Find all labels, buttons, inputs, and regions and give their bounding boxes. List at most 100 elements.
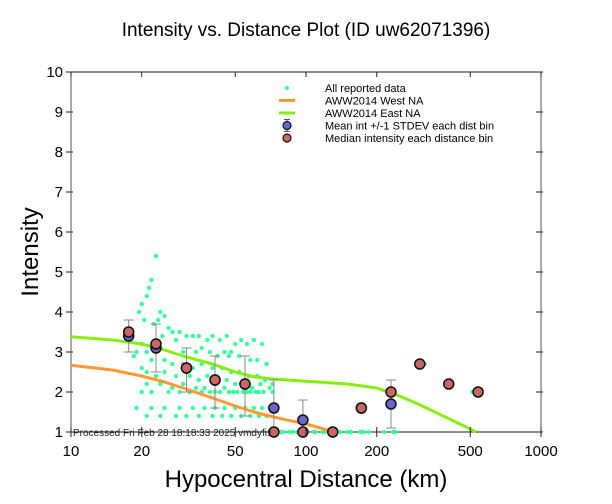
data-point: [158, 381, 163, 387]
data-point: [149, 389, 154, 395]
data-point: [210, 365, 215, 371]
data-point: [311, 429, 317, 435]
data-point: [217, 337, 223, 343]
data-point: [139, 301, 144, 307]
legend-item: Mean int +/-1 STDEV each dist bin: [282, 119, 494, 133]
data-point: [391, 429, 396, 435]
data-point: [162, 405, 167, 411]
data-point: [259, 405, 265, 411]
data-point: [207, 389, 213, 395]
legend-label: All reported data: [325, 83, 407, 95]
data-point: [261, 389, 266, 395]
data-point: [290, 429, 296, 435]
data-point: [381, 429, 387, 435]
data-point: [144, 349, 149, 355]
data-point: [144, 293, 149, 299]
data-point: [173, 413, 179, 419]
data-point: [244, 389, 250, 395]
data-point: [180, 381, 186, 387]
data-point: [144, 413, 149, 419]
data-point: [249, 385, 255, 391]
data-point: [255, 357, 260, 363]
processed-timestamp: Processed Fri Feb 28 18:18:33 2025 vmdyf…: [73, 428, 273, 439]
data-point: [158, 413, 163, 419]
data-point: [177, 329, 182, 335]
data-point: [139, 389, 144, 395]
data-point: [267, 385, 272, 391]
median-point: [239, 378, 251, 390]
west-na-curve: [70, 363, 337, 434]
x-tick-label: 50: [227, 443, 244, 460]
data-point: [149, 357, 154, 363]
data-point: [345, 429, 350, 435]
median-point: [180, 362, 193, 374]
y-axis: 1 2 3 4 5 6 7 8 9 10: [46, 64, 543, 441]
data-point: [170, 329, 175, 335]
data-point: [170, 361, 175, 367]
data-point: [233, 341, 238, 347]
median-point: [355, 402, 368, 414]
data-point: [202, 385, 207, 391]
data-point: [224, 333, 229, 339]
median-point: [443, 378, 455, 390]
data-point: [287, 429, 292, 435]
mean-point: [268, 402, 280, 414]
data-point: [131, 353, 136, 359]
data-point: [251, 405, 257, 411]
data-point: [222, 349, 227, 355]
data-point: [193, 385, 199, 391]
data-point: [196, 377, 202, 383]
data-point: [136, 309, 142, 315]
median-point: [268, 426, 280, 438]
data-point: [173, 337, 179, 343]
y-tick-label: 7: [55, 184, 63, 201]
chart-title: Intensity vs. Distance Plot (ID uw620713…: [122, 20, 491, 41]
data-point: [160, 333, 165, 339]
legend-item: AWW2014 East NA: [279, 108, 421, 120]
data-point: [144, 369, 149, 375]
data-point: [244, 341, 250, 347]
x-tick-label: 10: [63, 443, 80, 460]
data-point: [224, 377, 229, 383]
data-point: [248, 357, 253, 363]
legend-dot-icon: [285, 86, 289, 90]
data-point: [142, 317, 147, 323]
data-point: [144, 381, 149, 387]
data-point: [338, 429, 343, 435]
median-point: [385, 386, 397, 398]
data-point: [251, 337, 257, 343]
data-point: [348, 429, 353, 435]
y-tick-label: 8: [55, 144, 63, 161]
data-point: [256, 389, 262, 395]
data-point: [228, 413, 234, 419]
data-point: [258, 381, 263, 387]
data-point: [205, 373, 210, 379]
median-point: [327, 426, 339, 438]
data-point: [207, 349, 213, 355]
data-point: [220, 413, 225, 419]
data-point: [253, 389, 258, 395]
data-point: [217, 389, 223, 395]
data-point: [196, 333, 202, 339]
median-point: [122, 326, 135, 338]
data-point: [366, 429, 371, 435]
median-point: [209, 374, 221, 386]
data-point: [190, 333, 196, 339]
legend-item: Median intensity each distance bin: [282, 133, 493, 145]
data-point: [230, 389, 236, 395]
legend-circle-icon: [282, 120, 292, 131]
y-tick-label: 3: [55, 344, 63, 361]
x-tick-label: 100: [293, 443, 318, 460]
data-point: [166, 325, 171, 331]
x-axis-label: Hypocentral Distance (km): [165, 466, 448, 493]
median-point: [472, 386, 484, 398]
data-point: [134, 349, 139, 355]
data-point: [177, 389, 182, 395]
data-point: [173, 373, 179, 379]
data-point: [146, 285, 152, 291]
data-point: [228, 349, 234, 355]
data-point: [278, 429, 283, 435]
data-point: [264, 361, 269, 367]
data-point: [226, 389, 232, 395]
